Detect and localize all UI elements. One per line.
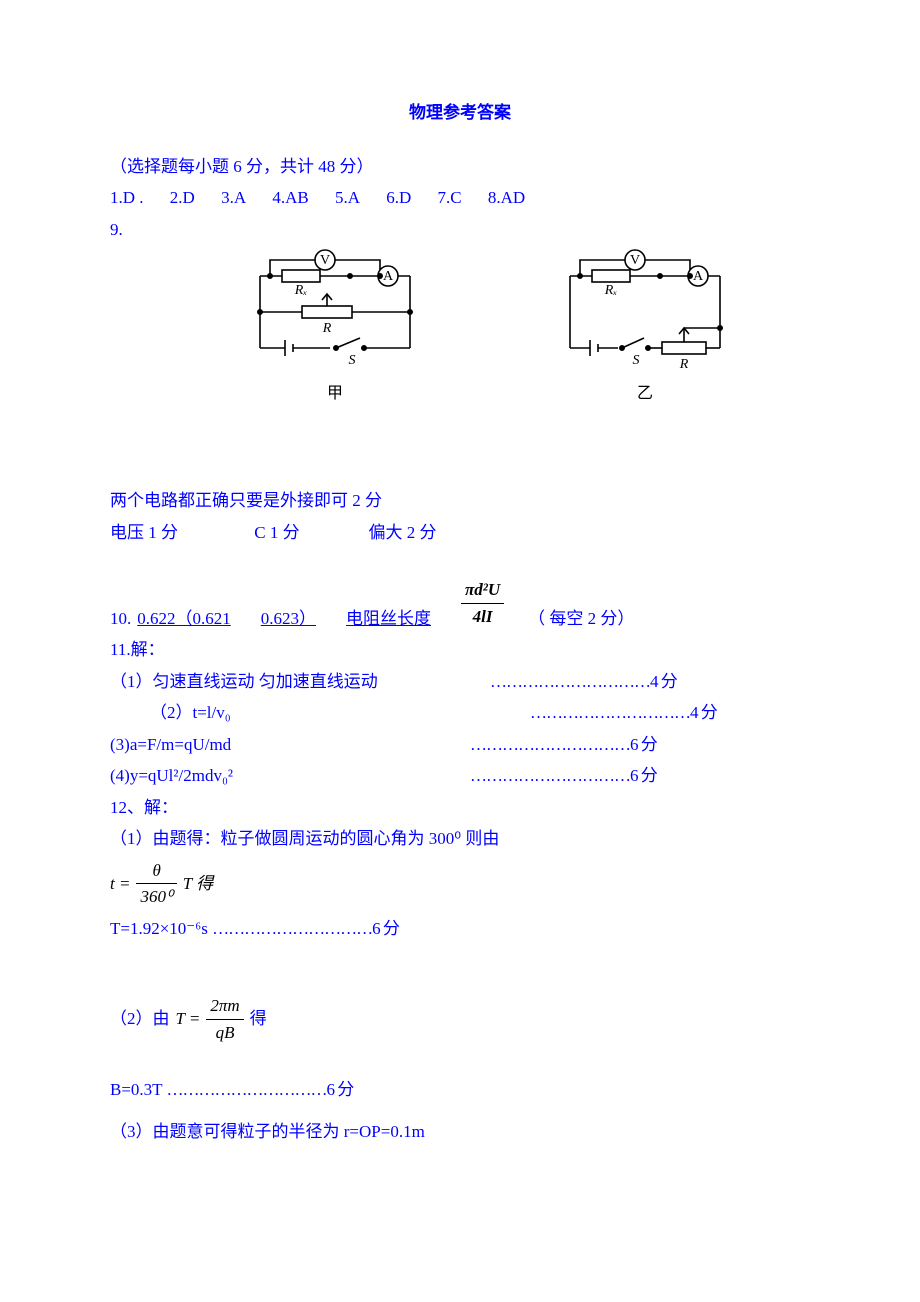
- circuit-jia-svg: V A Rₓ R S: [230, 248, 440, 378]
- q12-2: （2）由 T = 2πm qB 得: [110, 993, 810, 1045]
- symbol-Rx-2: Rₓ: [604, 283, 618, 298]
- q11-3-score: …………………………6 分: [470, 732, 657, 758]
- diagram-jia: V A Rₓ R S 甲: [230, 248, 440, 406]
- q12-2-pre: （2）由: [110, 1006, 170, 1032]
- q11-2: （2）t=l/v₀: [110, 700, 530, 726]
- q12-T-score: …………………………6 分: [212, 919, 399, 938]
- q12-head: 12、解：: [110, 795, 810, 821]
- caption-yi: 乙: [637, 382, 653, 406]
- page-title: 物理参考答案: [110, 100, 810, 126]
- q9-label: 9.: [110, 217, 810, 243]
- q10-formula: πd²U 4lI: [461, 577, 504, 629]
- q12-2-post: 得: [250, 1006, 267, 1032]
- q11-row2: （2）t=l/v₀ …………………………4 分: [110, 700, 810, 726]
- q12-2-den: qB: [206, 1020, 243, 1046]
- q10-formula-den: 4lI: [461, 604, 504, 630]
- q12-1: （1）由题得：粒子做圆周运动的圆心角为 300⁰ 则由: [110, 826, 810, 852]
- mc-header: （选择题每小题 6 分，共计 48 分）: [110, 154, 810, 180]
- q10-suffix: （ 每空 2 分）: [528, 606, 634, 632]
- answer-3: 3.A: [221, 188, 246, 207]
- q12-B: B=0.3T …………………………6 分: [110, 1077, 810, 1103]
- answer-8: 8.AD: [488, 188, 525, 207]
- q10-val-a: 0.622（0.621: [137, 606, 231, 632]
- q9-line1: 两个电路都正确只要是外接即可 2 分: [110, 488, 810, 514]
- symbol-V-2: V: [630, 253, 640, 268]
- q9-l2b: C 1 分: [254, 520, 364, 546]
- q12-2-eq-pre: T =: [176, 1006, 201, 1032]
- q11-1-score: …………………………4 分: [490, 669, 677, 695]
- symbol-A: A: [383, 269, 394, 284]
- answer-2: 2.D: [170, 188, 195, 207]
- answer-4: 4.AB: [272, 188, 308, 207]
- caption-jia: 甲: [327, 382, 343, 406]
- q11-1: （1）匀速直线运动 匀加速直线运动: [110, 669, 490, 695]
- q11-2-score: …………………………4 分: [530, 700, 717, 726]
- q12-eq1-pre: t =: [110, 871, 130, 897]
- q11-row4: (4)y=qUl²/2mdv₀² …………………………6 分: [110, 763, 810, 789]
- symbol-V: V: [320, 253, 330, 268]
- q10-label: 电阻丝长度: [346, 606, 431, 632]
- answer-1: 1.D .: [110, 188, 144, 207]
- q12-eq1: t = θ 360⁰ T 得: [110, 858, 810, 910]
- answer-6: 6.D: [386, 188, 411, 207]
- symbol-S: S: [349, 353, 356, 368]
- q12-B-val: B=0.3T: [110, 1080, 162, 1099]
- symbol-Rx: Rₓ: [294, 283, 308, 298]
- symbol-R: R: [322, 321, 332, 336]
- q10-prefix: 10.: [110, 606, 131, 632]
- symbol-A-2: A: [693, 269, 704, 284]
- q11-row3: (3)a=F/m=qU/md …………………………6 分: [110, 732, 810, 758]
- q12-eq1-den: 360⁰: [136, 884, 176, 910]
- circuit-yi-svg: V A Rₓ S R: [540, 248, 750, 378]
- q11-row1: （1）匀速直线运动 匀加速直线运动 …………………………4 分: [110, 669, 810, 695]
- q12-T: T=1.92×10⁻⁶s …………………………6 分: [110, 916, 810, 942]
- q9-line2: 电压 1 分 C 1 分 偏大 2 分: [110, 520, 810, 546]
- q12-T-val: T=1.92×10⁻⁶s: [110, 919, 208, 938]
- q12-3: （3）由题意可得粒子的半径为 r=OP=0.1m: [110, 1119, 810, 1145]
- q12-eq1-post: T 得: [183, 871, 213, 897]
- q10-line: 10. 0.622（0.621 0.623） 电阻丝长度 πd²U 4lI （ …: [110, 577, 810, 631]
- symbol-S-2: S: [633, 353, 640, 368]
- q10-val-b: 0.623）: [261, 606, 316, 632]
- q11-4: (4)y=qUl²/2mdv₀²: [110, 763, 470, 789]
- q12-B-score: …………………………6 分: [167, 1080, 354, 1099]
- q10-formula-num: πd²U: [461, 577, 504, 604]
- q11-head: 11.解：: [110, 637, 810, 663]
- q12-2-num: 2πm: [206, 993, 243, 1020]
- answer-7: 7.C: [438, 188, 462, 207]
- mc-answers: 1.D . 2.D 3.A 4.AB 5.A 6.D 7.C 8.AD: [110, 185, 810, 211]
- q12-eq1-num: θ: [136, 858, 176, 885]
- page: 物理参考答案 （选择题每小题 6 分，共计 48 分） 1.D . 2.D 3.…: [0, 0, 920, 1302]
- symbol-R-2: R: [679, 357, 689, 372]
- q11-3: (3)a=F/m=qU/md: [110, 732, 470, 758]
- q9-l2a: 电压 1 分: [110, 520, 250, 546]
- q9-l2c: 偏大 2 分: [369, 523, 437, 542]
- answer-5: 5.A: [335, 188, 360, 207]
- circuit-diagrams: V A Rₓ R S 甲: [230, 248, 810, 406]
- q11-4-score: …………………………6 分: [470, 763, 657, 789]
- diagram-yi: V A Rₓ S R 乙: [540, 248, 750, 406]
